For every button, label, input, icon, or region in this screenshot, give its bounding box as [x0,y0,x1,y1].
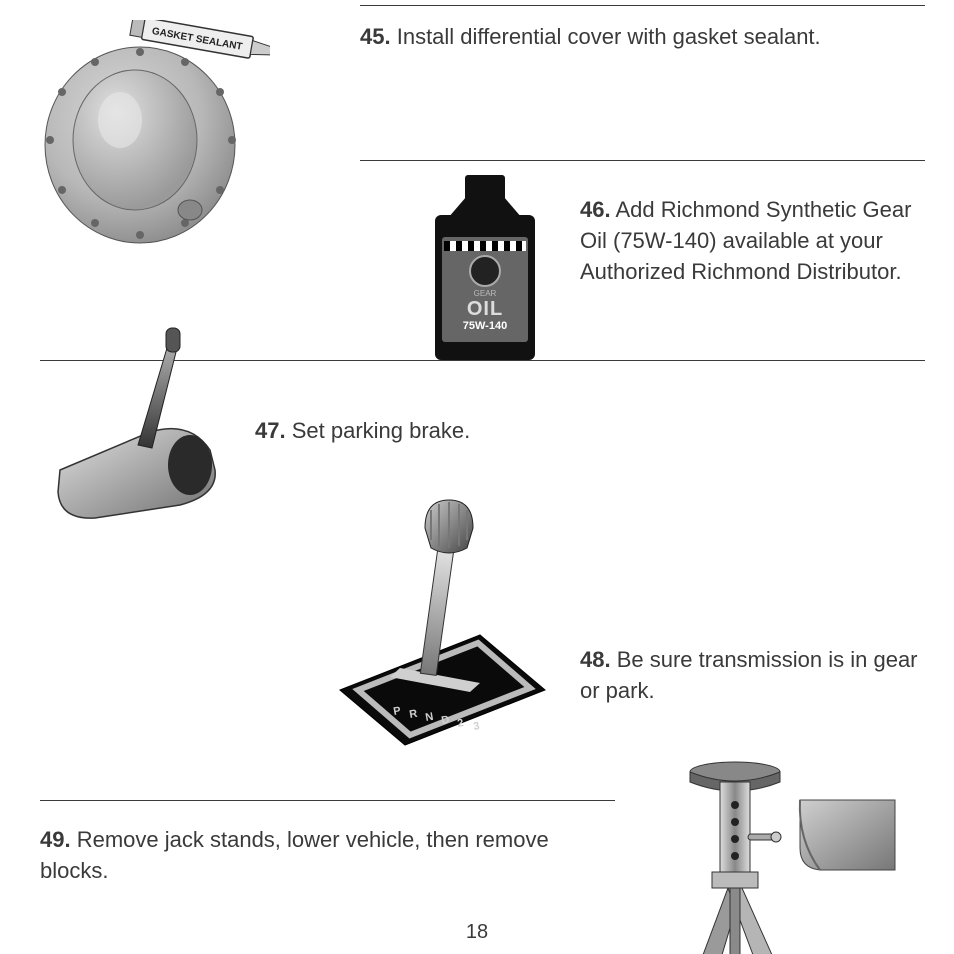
differential-cover-illustration: GASKET SEALANT [40,20,270,250]
divider-4 [40,800,615,801]
step-49-body: Remove jack stands, lower vehicle, then … [40,827,549,883]
gear-oil-bottle-illustration: GEAR OIL 75W-140 [420,175,550,365]
oil-label-grade: 75W-140 [444,320,526,332]
shifter-illustration: P R N D 2 3 [330,490,550,750]
step-45-text: 45. Install differential cover with gask… [360,22,920,53]
step-47-body: Set parking brake. [292,418,471,443]
step-45-body: Install differential cover with gasket s… [397,24,821,49]
step-48-number: 48. [580,647,611,672]
step-49-number: 49. [40,827,71,852]
step-47-number: 47. [255,418,286,443]
divider-top [360,5,925,6]
oil-label-line1: GEAR [444,289,526,298]
step-46-number: 46. [580,197,611,222]
step-45-number: 45. [360,24,391,49]
oil-label-line2: OIL [444,300,526,318]
divider-2 [360,160,925,161]
svg-text:3: 3 [472,720,480,733]
step-48-text: 48. Be sure transmission is in gear or p… [580,645,925,707]
step-49-text: 49. Remove jack stands, lower vehicle, t… [40,825,600,887]
step-46-text: 46. Add Richmond Synthetic Gear Oil (75W… [580,195,925,287]
step-46-body: Add Richmond Synthetic Gear Oil (75W-140… [580,197,911,284]
page-number: 18 [0,921,954,944]
parking-brake-illustration [40,320,240,520]
step-47-text: 47. Set parking brake. [255,416,655,447]
step-48-body: Be sure transmission is in gear or park. [580,647,918,703]
